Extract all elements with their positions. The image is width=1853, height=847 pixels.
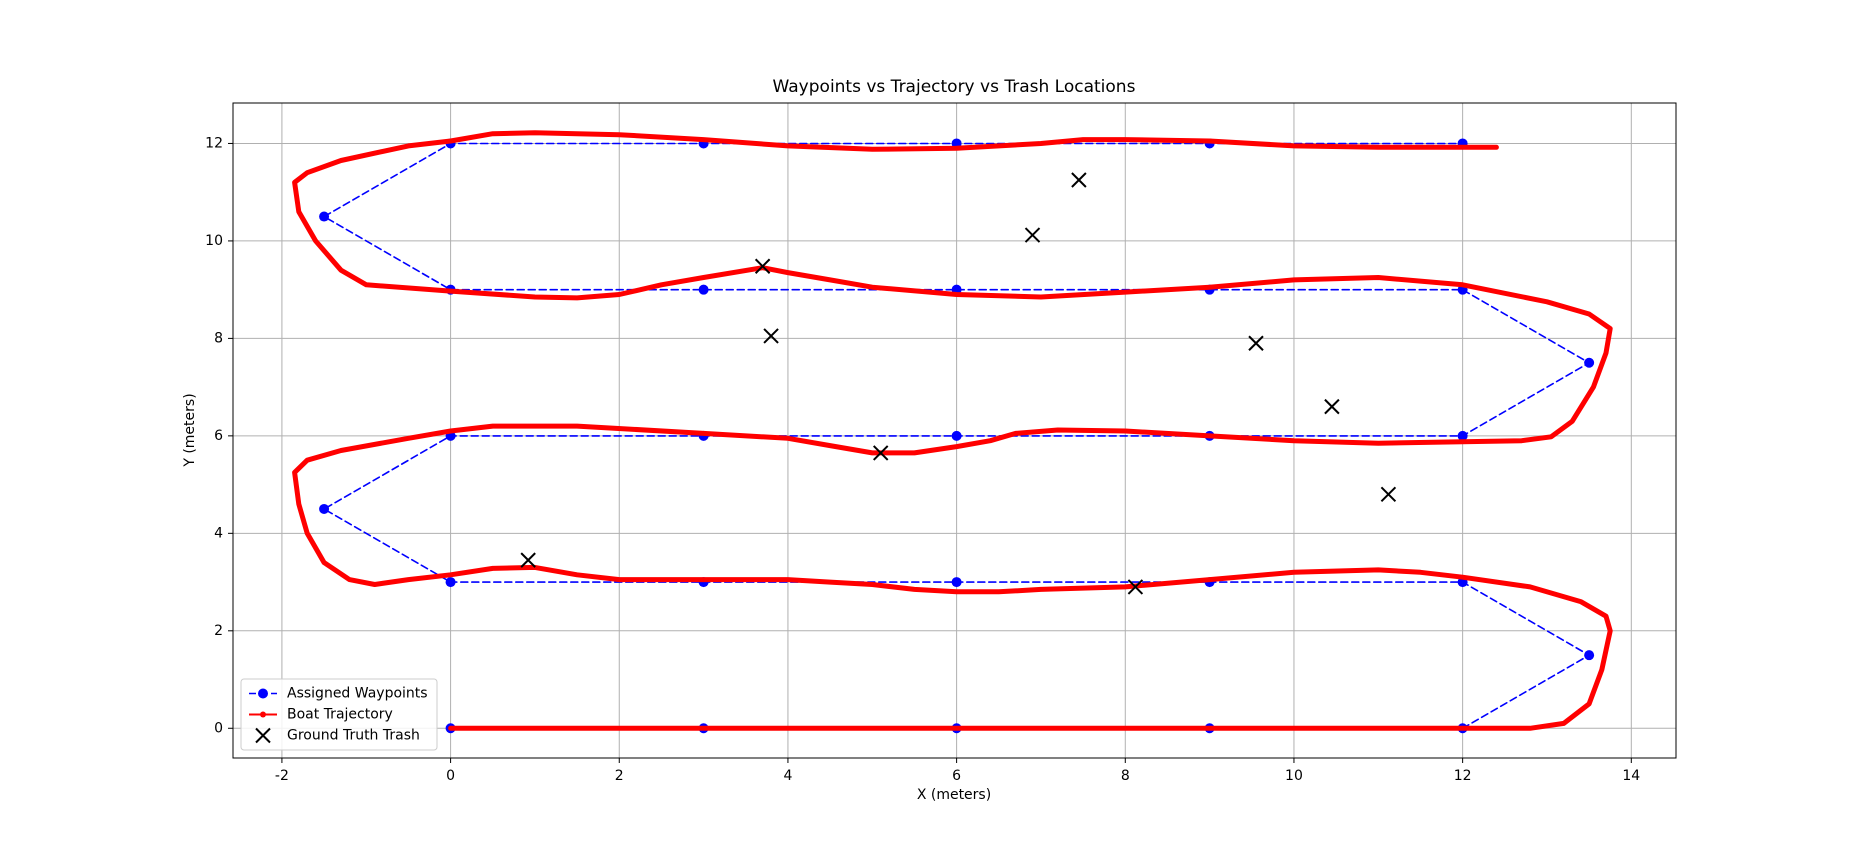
y-tick-label: 10 bbox=[205, 233, 223, 249]
series-line bbox=[292, 130, 1613, 731]
data-point bbox=[1324, 398, 1340, 415]
data-point bbox=[1584, 650, 1595, 661]
data-point bbox=[1248, 335, 1264, 351]
data-point bbox=[445, 577, 456, 588]
data-point bbox=[1024, 227, 1041, 243]
x-tick-label: -2 bbox=[275, 768, 289, 784]
data-point bbox=[1127, 579, 1144, 595]
data-point bbox=[1584, 357, 1595, 368]
data-point bbox=[1457, 430, 1468, 441]
y-axis-label: Y (meters) bbox=[182, 393, 198, 467]
legend-marker bbox=[260, 711, 266, 718]
data-point bbox=[319, 503, 330, 514]
x-tick-label: 8 bbox=[1121, 768, 1130, 784]
data-point bbox=[763, 328, 779, 344]
x-tick-label: 14 bbox=[1622, 768, 1640, 784]
legend-marker bbox=[255, 727, 271, 744]
x-axis-label: X (meters) bbox=[917, 787, 991, 803]
data-point bbox=[319, 211, 330, 222]
y-tick-label: 6 bbox=[214, 428, 223, 444]
legend-box bbox=[240, 678, 438, 751]
data-point bbox=[872, 445, 889, 461]
data-point bbox=[951, 577, 962, 588]
legend-label: Boat Trajectory bbox=[287, 707, 393, 723]
x-tick-label: 10 bbox=[1285, 768, 1303, 784]
y-tick-label: 12 bbox=[205, 135, 223, 151]
data-point bbox=[1380, 486, 1397, 503]
y-tick-label: 4 bbox=[214, 525, 223, 541]
data-point bbox=[1071, 172, 1087, 188]
y-tick-label: 0 bbox=[214, 720, 223, 736]
y-tick-label: 2 bbox=[214, 623, 223, 639]
x-tick-label: 12 bbox=[1454, 768, 1472, 784]
data-point bbox=[520, 552, 536, 568]
legend-label: Ground Truth Trash bbox=[287, 728, 420, 744]
data-point bbox=[951, 430, 962, 441]
legend: Assigned Waypoints Boat Trajectory Ground … bbox=[240, 678, 438, 751]
chart-title: Waypoints vs Trajectory vs Trash Locatio… bbox=[773, 77, 1136, 97]
data-point bbox=[754, 258, 771, 274]
legend-label: Assigned Waypoints bbox=[287, 686, 428, 702]
axes-frame bbox=[232, 102, 1677, 759]
x-tick-label: 2 bbox=[615, 768, 624, 784]
x-tick-label: 0 bbox=[446, 768, 455, 784]
data-point bbox=[698, 284, 709, 295]
y-tick-label: 8 bbox=[214, 330, 223, 346]
legend-marker bbox=[258, 688, 268, 699]
x-tick-label: 4 bbox=[783, 768, 792, 784]
x-tick-label: 6 bbox=[952, 768, 961, 784]
